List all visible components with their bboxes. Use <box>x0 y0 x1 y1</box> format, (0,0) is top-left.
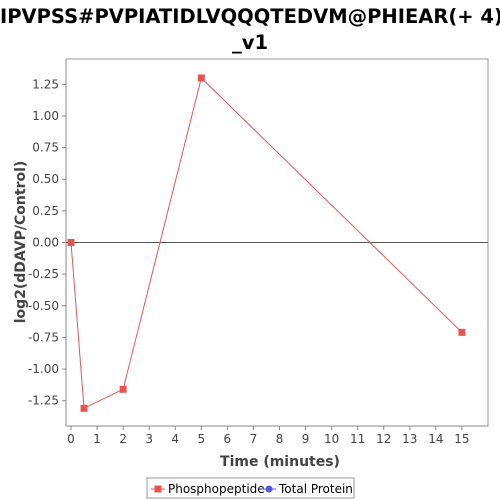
data-point <box>80 404 88 412</box>
y-tick-label: -0.50 <box>28 299 59 313</box>
y-tick-label: -1.00 <box>28 362 59 376</box>
y-tick-label: 0.25 <box>32 204 59 218</box>
x-axis-title: Time (minutes) <box>220 454 340 470</box>
legend-label-1: Total Protein <box>278 482 353 496</box>
y-axis-ticks: 1.25 1.00 0.75 0.50 0.25 0.00 -0.25 -0.50 -0.75 -… <box>28 77 66 408</box>
chart-title-line-1: IPVPSS#PVPIATIDLVQQQTEDVM@PHIEAR(+ 4) <box>0 5 500 28</box>
x-tick-label: 8 <box>276 432 284 446</box>
data-point <box>67 239 75 246</box>
x-tick-label: 6 <box>224 432 232 446</box>
x-tick-label: 2 <box>119 432 127 446</box>
chart-title: IPVPSS#PVPIATIDLVQQQTEDVM@PHIEAR(+ 4) _v… <box>0 4 500 56</box>
y-tick-label: 0.00 <box>32 236 59 250</box>
data-point <box>119 385 127 393</box>
x-tick-label: 9 <box>302 432 310 446</box>
legend-marker-circle <box>265 485 273 493</box>
data-point <box>458 328 466 336</box>
x-axis-ticks: 0 1 2 3 4 5 6 7 8 9 10 11 12 13 14 15 <box>67 426 470 446</box>
x-tick-label: 4 <box>171 432 179 446</box>
legend-box <box>146 477 355 499</box>
y-tick-label: 0.50 <box>32 172 59 186</box>
x-tick-label: 11 <box>350 432 365 446</box>
y-tick-label: 0.75 <box>32 141 59 155</box>
y-tick-label: -0.25 <box>28 267 59 281</box>
legend-entries: Phosphopeptide Total Protein <box>151 482 353 496</box>
x-tick-label: 1 <box>93 432 101 446</box>
legend-label-0: Phosphopeptide <box>168 482 265 496</box>
series-layer <box>67 74 466 412</box>
x-tick-label: 14 <box>428 432 443 446</box>
chart-title-line-2: _v1 <box>231 31 269 54</box>
x-tick-label: 3 <box>145 432 153 446</box>
y-tick-label: 1.00 <box>32 109 59 123</box>
legend-marker-square <box>154 485 162 493</box>
y-tick-label: 1.25 <box>32 77 59 91</box>
x-tick-label: 10 <box>324 432 339 446</box>
x-tick-label: 7 <box>250 432 258 446</box>
legend: Phosphopeptide Total Protein <box>146 477 355 499</box>
y-tick-label: -1.25 <box>28 394 59 408</box>
y-tick-label: -0.75 <box>28 330 59 344</box>
x-tick-label: 5 <box>197 432 205 446</box>
x-tick-label: 0 <box>67 432 75 446</box>
x-tick-label: 13 <box>402 432 417 446</box>
x-tick-label: 15 <box>454 432 469 446</box>
x-tick-label: 12 <box>376 432 391 446</box>
y-axis-title: log2(dDAVP/Control) <box>13 161 29 324</box>
data-point <box>197 74 205 82</box>
